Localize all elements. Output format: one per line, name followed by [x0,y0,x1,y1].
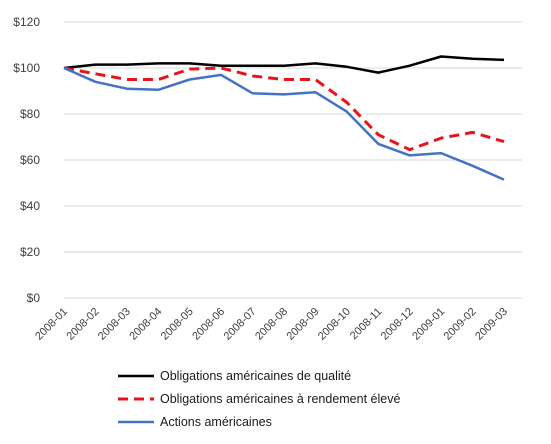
x-tick-label: 2008-07 [222,306,259,343]
x-tick-label: 2008-09 [285,306,322,343]
x-tick-label: 2008-06 [190,306,227,343]
legend-label: Obligations américaines de qualité [160,369,351,383]
x-tick-label: 2008-08 [253,306,290,343]
y-axis-ticks: $0 $20 $40 $60 $80 $100 $120 [13,15,40,305]
x-tick-label: 2008-03 [96,306,133,343]
x-tick-label: 2008-12 [379,306,416,343]
y-tick-label: $20 [20,245,40,259]
x-tick-label: 2009-03 [473,306,510,343]
y-tick-label: $60 [20,153,40,167]
x-tick-label: 2009-02 [442,306,479,343]
series-line-0 [63,55,505,74]
y-tick-label: $0 [27,291,41,305]
x-tick-label: 2008-02 [65,306,102,343]
series-lines [63,55,505,181]
x-tick-label: 2008-04 [127,306,164,343]
x-tick-label: 2008-10 [316,306,353,343]
x-tick-label: 2008-01 [33,306,70,343]
legend-label: Actions américaines [160,415,272,429]
y-tick-label: $100 [13,61,40,75]
legend: Obligations américaines de qualité Obliga… [118,369,400,429]
y-tick-label: $80 [20,107,40,121]
gridlines [64,21,522,299]
legend-item-1: Obligations américaines à rendement élev… [118,392,400,406]
y-tick-label: $40 [20,199,40,213]
x-axis-ticks: 2008-012008-022008-032008-042008-052008-… [33,306,510,343]
series-line-1 [63,66,505,152]
legend-item-0: Obligations américaines de qualité [118,369,351,383]
legend-item-2: Actions américaines [118,415,272,429]
x-tick-label: 2008-11 [348,306,384,342]
legend-label: Obligations américaines à rendement élev… [160,392,400,406]
x-tick-label: 2008-05 [159,306,196,343]
x-tick-label: 2009-01 [410,306,447,343]
y-tick-label: $120 [13,15,40,29]
series-line-2 [63,66,505,181]
